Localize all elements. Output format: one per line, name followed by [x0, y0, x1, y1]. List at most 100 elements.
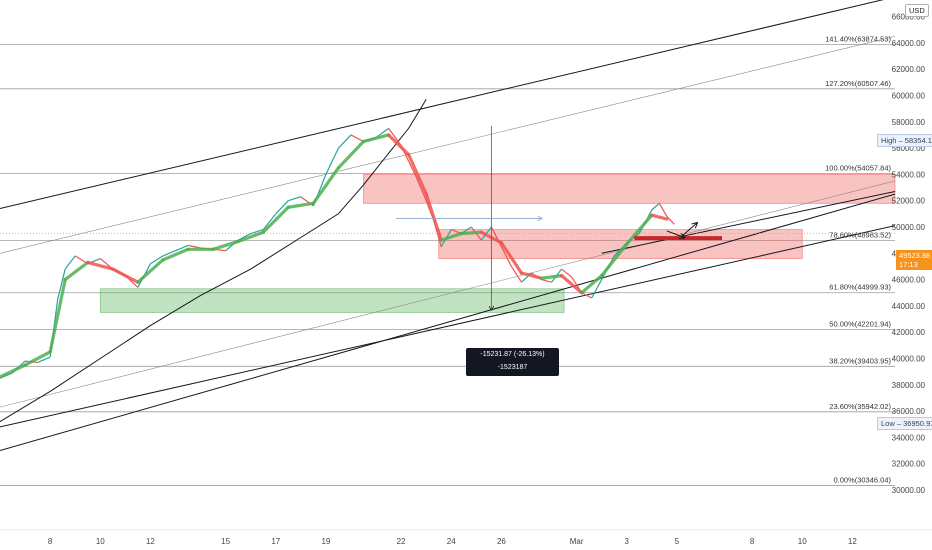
y-axis-tick-label: 38000.00 [892, 381, 926, 390]
ma-segment [539, 274, 564, 280]
fib-level-label: 50.00%(42201.94) [829, 320, 891, 329]
y-axis-tick-label: 50000.00 [892, 223, 926, 232]
x-axis-tick-label: 5 [675, 537, 680, 546]
ma-segment [286, 201, 315, 209]
ma-segment [459, 230, 483, 236]
channel-thin-line [0, 36, 896, 254]
price-segment [64, 255, 76, 270]
y-axis-tick-label: 34000.00 [892, 433, 926, 442]
ma-segment [519, 271, 544, 280]
price-segment [561, 268, 572, 278]
channel-thin-line [0, 180, 896, 408]
ma-segment [311, 166, 341, 205]
ma-segment [439, 231, 463, 242]
currency-label[interactable]: USD [905, 4, 929, 17]
ma-segment [211, 239, 240, 251]
fib-level-label: 0.00%(30346.04) [833, 475, 891, 484]
high-label: High [881, 136, 897, 145]
price-segment [350, 134, 364, 143]
trend-line [601, 190, 896, 254]
zone-box [99, 288, 565, 313]
price-segment [187, 244, 201, 249]
price-segment [651, 202, 660, 211]
price-segment [541, 278, 552, 283]
x-axis-tick-label: 10 [798, 537, 807, 546]
ma-segment [499, 241, 524, 275]
ma-segment [559, 274, 584, 295]
y-axis-tick-label: 30000.00 [892, 486, 926, 495]
price-segment [262, 213, 277, 230]
ma-segment [161, 247, 190, 262]
fib-level-label: 61.80%(44999.93) [829, 283, 891, 292]
zone-box [363, 173, 896, 204]
price-segment [37, 356, 51, 363]
projection-arrow [681, 223, 697, 237]
ma-segment [580, 274, 604, 295]
ma-segment [407, 153, 428, 196]
ma-segment [236, 230, 265, 244]
ma-segment [111, 267, 140, 284]
y-axis-tick-label: 44000.00 [892, 302, 926, 311]
price-segment [162, 250, 176, 257]
high-separator: – [898, 136, 905, 145]
y-axis-tick-label: 58000.00 [892, 118, 926, 127]
ma-segment [625, 213, 654, 246]
measure-change-text: -15231.87 (-26.13%) -1523187 [480, 351, 545, 371]
y-axis-tick-label: 54000.00 [892, 170, 926, 179]
price-segment [175, 244, 189, 252]
x-axis-tick-label: 12 [848, 537, 857, 546]
low-label: Low [881, 419, 895, 428]
ma-segment [600, 242, 629, 278]
x-axis-tick-label: 10 [96, 537, 105, 546]
fib-level-label: 78.60%(48983.52) [829, 230, 891, 239]
low-value: 36950.97 [903, 419, 932, 428]
ma-segment [650, 213, 669, 221]
x-axis-tick-label: 26 [497, 537, 506, 546]
ma-segment [63, 260, 90, 282]
x-axis-tick-label: 8 [750, 537, 755, 546]
y-axis-tick-label: 46000.00 [892, 276, 926, 285]
ma-segment [23, 350, 52, 367]
projection-arrow [666, 230, 685, 238]
x-axis-tick-label: 22 [397, 537, 406, 546]
price-segment [338, 134, 352, 149]
measure-tooltip: -15231.87 (-26.13%) -1523187 168 bars, 7… [466, 348, 559, 384]
y-axis-tick-label: 42000.00 [892, 328, 926, 337]
price-segment [288, 196, 302, 202]
fib-level-label: 127.20%(60507.46) [825, 79, 891, 88]
low-separator: – [896, 419, 904, 428]
price-segment [415, 176, 427, 201]
x-axis-tick-label: 3 [625, 537, 630, 546]
ma-segment [336, 139, 366, 170]
ma-segment [261, 205, 290, 234]
high-value: 58354.14 [904, 136, 932, 145]
fib-level-label: 141.40%(63874.53) [825, 35, 891, 44]
ma-segment [86, 260, 115, 271]
y-axis-tick-label: 40000.00 [892, 354, 926, 363]
ma-segment [424, 192, 443, 242]
y-axis-tick-label: 56000.00 [892, 144, 926, 153]
ma-segment [386, 133, 411, 157]
x-axis-tick-label: 8 [48, 537, 53, 546]
high-badge: High – 58354.14 [877, 134, 932, 147]
x-axis-tick-label: 19 [321, 537, 330, 546]
price-segment [591, 279, 603, 299]
last-price-value: 49523.88 [899, 251, 931, 260]
candle-countdown: 17:13 [899, 260, 918, 269]
price-segment [510, 266, 522, 283]
measure-bars-text: 168 bars, 7d [493, 377, 532, 384]
ma-segment [361, 133, 391, 144]
price-segment [325, 147, 339, 175]
ma-segment [48, 277, 67, 354]
price-segment [666, 216, 675, 225]
y-axis-tick-label: 36000.00 [892, 407, 926, 416]
y-axis-tick-label: 62000.00 [892, 65, 926, 74]
ma-segment [0, 363, 27, 379]
x-axis-tick-label: 12 [146, 537, 155, 546]
x-axis-tick-label: 17 [271, 537, 280, 546]
y-axis-tick-label: 66000.00 [892, 13, 926, 22]
x-axis-tick-label: Mar [570, 537, 584, 546]
y-axis-tick-label: 52000.00 [892, 197, 926, 206]
